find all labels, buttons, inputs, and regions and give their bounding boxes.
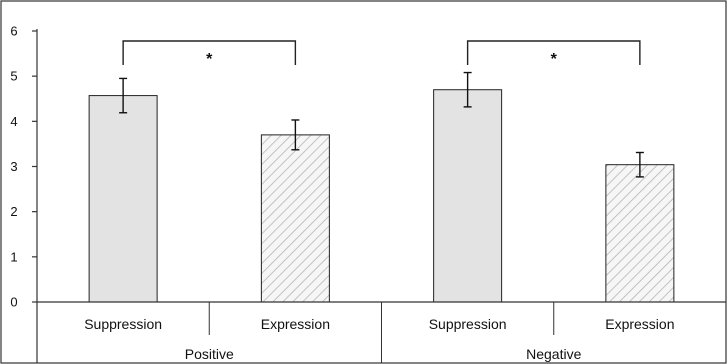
x-axis: Suppression Expression Suppression Expressi…: [37, 301, 726, 363]
significance-bracket: *: [122, 40, 297, 68]
significance-layer: * *: [122, 40, 641, 68]
x-category-label: Expression: [605, 316, 674, 332]
error-bar: [291, 119, 300, 151]
bar-negative-expression: [605, 164, 675, 303]
x-group-label: Negative: [526, 346, 581, 362]
error-bar: [463, 71, 472, 108]
x-category-label: Suppression: [429, 316, 507, 332]
x-category-label: Expression: [261, 316, 330, 332]
y-tick-label: 3: [10, 159, 17, 174]
y-tick-label: 2: [10, 204, 17, 219]
x-category-label: Suppression: [84, 316, 162, 332]
error-bar: [635, 151, 644, 178]
y-tick-label: 1: [10, 249, 17, 264]
significance-bracket: *: [466, 40, 641, 68]
bars-layer: [88, 89, 675, 303]
y-tick-label: 6: [10, 24, 17, 39]
y-axis: 0 1 2 3 4 5 6: [10, 24, 38, 363]
y-tick-label: 0: [10, 295, 17, 310]
significance-label: *: [206, 51, 213, 68]
significance-label: *: [551, 51, 558, 68]
y-tick-label: 5: [10, 69, 17, 84]
error-bar: [119, 77, 128, 114]
y-tick-label: 4: [10, 114, 17, 129]
bar-negative-suppression: [433, 89, 503, 303]
x-group-label: Positive: [185, 346, 234, 362]
error-bars-layer: [119, 71, 644, 178]
bar-positive-expression: [260, 134, 330, 303]
bar-positive-suppression: [88, 95, 158, 303]
